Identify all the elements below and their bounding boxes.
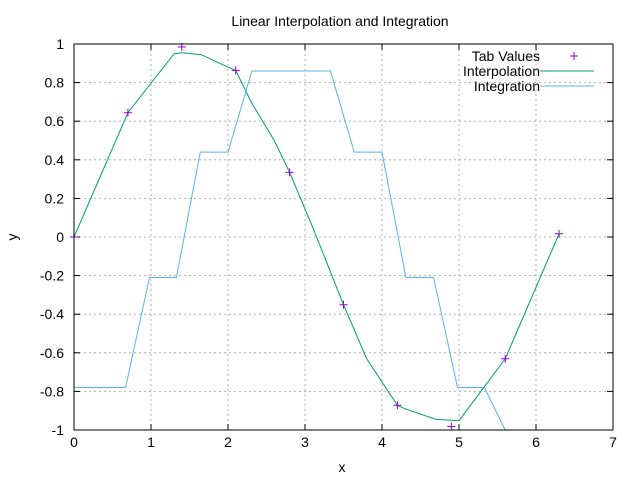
x-tick-label: 7 [609, 434, 617, 450]
y-axis-label: y [4, 234, 20, 241]
plot-frame [73, 43, 614, 431]
y-tick-label: 0.6 [45, 113, 65, 129]
tab-values-point [393, 401, 402, 410]
x-tick-label: 1 [147, 434, 155, 450]
interpolation-series-line [74, 52, 560, 422]
tab-values-point [555, 229, 564, 238]
grid [74, 44, 613, 430]
legend-marker-tab-values [570, 52, 578, 60]
y-tick-label: -0.4 [40, 306, 64, 322]
y-tick-label: 0.4 [45, 152, 65, 168]
y-tick-label: 0.2 [45, 190, 65, 206]
legend-label-interpolation: Interpolation [463, 63, 540, 79]
tab-values-point [285, 168, 294, 177]
y-tick-label: 0 [56, 229, 64, 245]
tab-values-point [123, 108, 132, 117]
tab-values-point [231, 66, 240, 75]
x-axis-label: x [339, 459, 346, 475]
tab-values-point [447, 422, 456, 431]
plot-series [70, 42, 564, 431]
x-tick-label: 6 [532, 434, 540, 450]
legend-label-tab-values: Tab Values [472, 48, 540, 64]
axis-ticks: 0 1 2 3 4 5 6 7 -1 -0.8 -0.6 -0.4 -0.2 0 0.2 0.4 0.6 0.8 1 [40, 36, 617, 450]
x-tick-label: 0 [70, 434, 78, 450]
y-tick-label: -0.6 [40, 345, 64, 361]
integration-series-line [74, 70, 506, 430]
x-tick-label: 2 [224, 434, 232, 450]
x-tick-label: 5 [455, 434, 463, 450]
tab-values-point [339, 300, 348, 309]
legend-label-integration: Integration [474, 78, 540, 94]
x-tick-label: 3 [301, 434, 309, 450]
y-tick-label: -0.2 [40, 268, 64, 284]
chart-title: Linear Interpolation and Integration [231, 13, 448, 29]
y-tick-label: -0.8 [40, 383, 64, 399]
y-tick-label: -1 [52, 422, 65, 438]
y-tick-label: 1 [56, 36, 64, 52]
y-tick-label: 0.8 [45, 75, 65, 91]
tab-values-point [501, 354, 510, 363]
x-tick-label: 4 [378, 434, 386, 450]
